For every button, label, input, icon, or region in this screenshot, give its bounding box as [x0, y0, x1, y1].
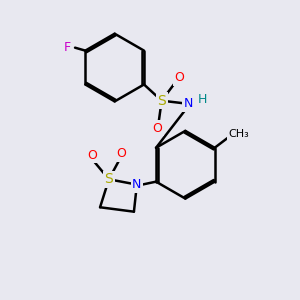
Text: S: S: [104, 172, 113, 186]
Text: H: H: [197, 93, 207, 106]
Text: N: N: [132, 178, 142, 191]
Text: O: O: [174, 71, 184, 84]
Text: O: O: [117, 147, 127, 160]
Text: F: F: [64, 40, 70, 54]
Text: O: O: [152, 122, 162, 135]
Text: CH₃: CH₃: [228, 129, 249, 139]
Text: O: O: [87, 149, 97, 162]
Text: N: N: [184, 97, 193, 110]
Text: S: S: [157, 94, 166, 108]
